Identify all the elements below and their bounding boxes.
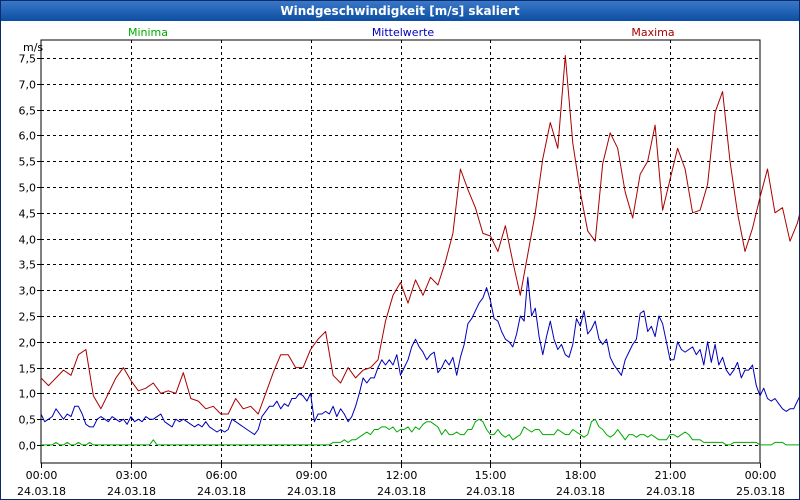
y-tick-label: 4,5 — [19, 208, 37, 221]
x-tick-time: 15:00 — [475, 469, 507, 482]
y-axis-label: m/s — [23, 41, 43, 54]
x-tick-date: 25.03.18 — [736, 485, 785, 498]
y-tick-label: 6,5 — [19, 105, 37, 118]
legend-mittelwerte: Mittelwerte — [372, 26, 435, 39]
y-tick-label: 4,0 — [19, 234, 37, 247]
y-tick-label: 2,0 — [19, 337, 37, 350]
legend-minima: Minima — [128, 26, 168, 39]
series-line-minima — [41, 418, 799, 446]
x-tick-time: 03:00 — [116, 469, 148, 482]
y-tick-label: 0,5 — [19, 414, 37, 427]
y-tick-label: 1,5 — [19, 363, 37, 376]
y-tick-label: 5,5 — [19, 156, 37, 169]
series-line-mittelwerte — [40, 276, 799, 436]
x-tick-date: 24.03.18 — [646, 485, 695, 498]
y-tick-label: 0,0 — [19, 440, 37, 453]
y-tick-label: 7,0 — [19, 79, 37, 92]
x-tick-time: 06:00 — [206, 469, 238, 482]
x-tick-time: 00:00 — [745, 469, 777, 482]
x-tick-time: 12:00 — [386, 469, 418, 482]
x-tick-time: 21:00 — [655, 469, 687, 482]
y-tick-label: 3,0 — [19, 285, 37, 298]
x-tick-date: 24.03.18 — [107, 485, 156, 498]
y-tick-label: 7,5 — [19, 53, 37, 66]
x-tick-time: 09:00 — [296, 469, 328, 482]
plot-area — [40, 39, 761, 464]
legend-maxima: Maxima — [631, 26, 674, 39]
chart-title: Windgeschwindigkeit [m/s] skaliert — [1, 1, 799, 21]
y-tick-label: 3,5 — [19, 259, 37, 272]
series-line-maxima — [40, 55, 799, 415]
x-tick-date: 24.03.18 — [287, 485, 336, 498]
x-tick-date: 24.03.18 — [197, 485, 246, 498]
x-tick-date: 24.03.18 — [377, 485, 426, 498]
y-tick-label: 1,0 — [19, 388, 37, 401]
x-tick-date: 24.03.18 — [17, 485, 66, 498]
y-tick-label: 2,5 — [19, 311, 37, 324]
y-tick-label: 5,0 — [19, 182, 37, 195]
x-tick-date: 24.03.18 — [466, 485, 515, 498]
x-tick-date: 24.03.18 — [556, 485, 605, 498]
y-tick-label: 6,0 — [19, 130, 37, 143]
x-tick-time: 00:00 — [26, 469, 58, 482]
x-tick-time: 18:00 — [565, 469, 597, 482]
